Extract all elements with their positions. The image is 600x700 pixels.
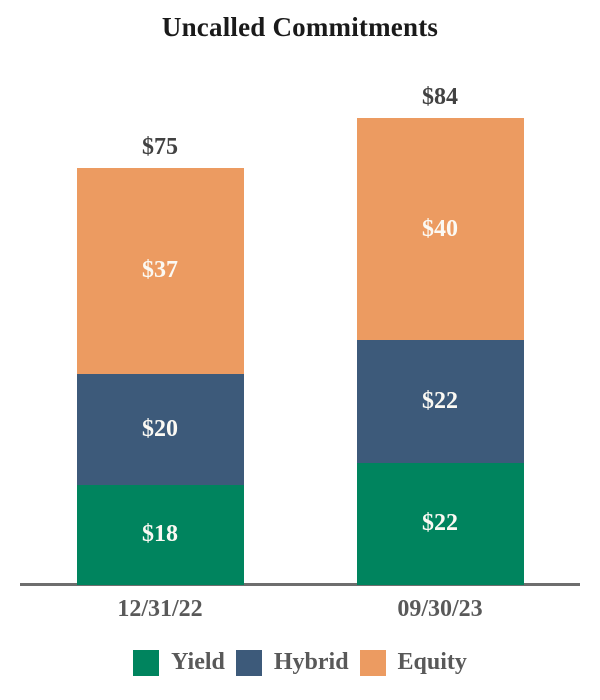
bar-segment-equity: $40: [356, 117, 524, 341]
x-tick-label: 09/30/23: [397, 596, 483, 622]
legend-swatch-equity: [359, 649, 386, 676]
segment-value-label: $18: [142, 521, 178, 548]
segment-value-label: $22: [422, 510, 458, 537]
legend-item-hybrid: Hybrid: [235, 649, 349, 676]
chart-title: Uncalled Commitments: [161, 12, 439, 42]
x-axis-line: [20, 583, 580, 586]
legend-item-yield: Yield: [133, 649, 225, 676]
segment-value-label: $37: [142, 257, 178, 284]
legend: Yield Hybrid Equity: [0, 649, 600, 676]
legend-label: Yield: [171, 649, 225, 675]
bar-segment-hybrid: $22: [356, 340, 524, 463]
bar-segment-yield: $18: [76, 484, 244, 585]
legend-swatch-yield: [133, 649, 160, 676]
segment-value-label: $22: [422, 388, 458, 415]
bar-segment-hybrid: $20: [76, 373, 244, 485]
legend-label: Hybrid: [273, 649, 349, 675]
bar-segment-yield: $22: [356, 462, 524, 585]
bar-total-label: $75: [142, 134, 178, 160]
legend-item-equity: Equity: [359, 649, 467, 676]
segment-value-label: $20: [142, 415, 178, 442]
bar-total-label: $84: [422, 83, 458, 110]
legend-label: Equity: [397, 649, 467, 675]
bar-segment-equity: $37: [76, 168, 244, 374]
legend-swatch-hybrid: [235, 649, 262, 676]
segment-value-label: $40: [422, 215, 458, 242]
x-tick-label: 12/31/22: [117, 596, 203, 622]
